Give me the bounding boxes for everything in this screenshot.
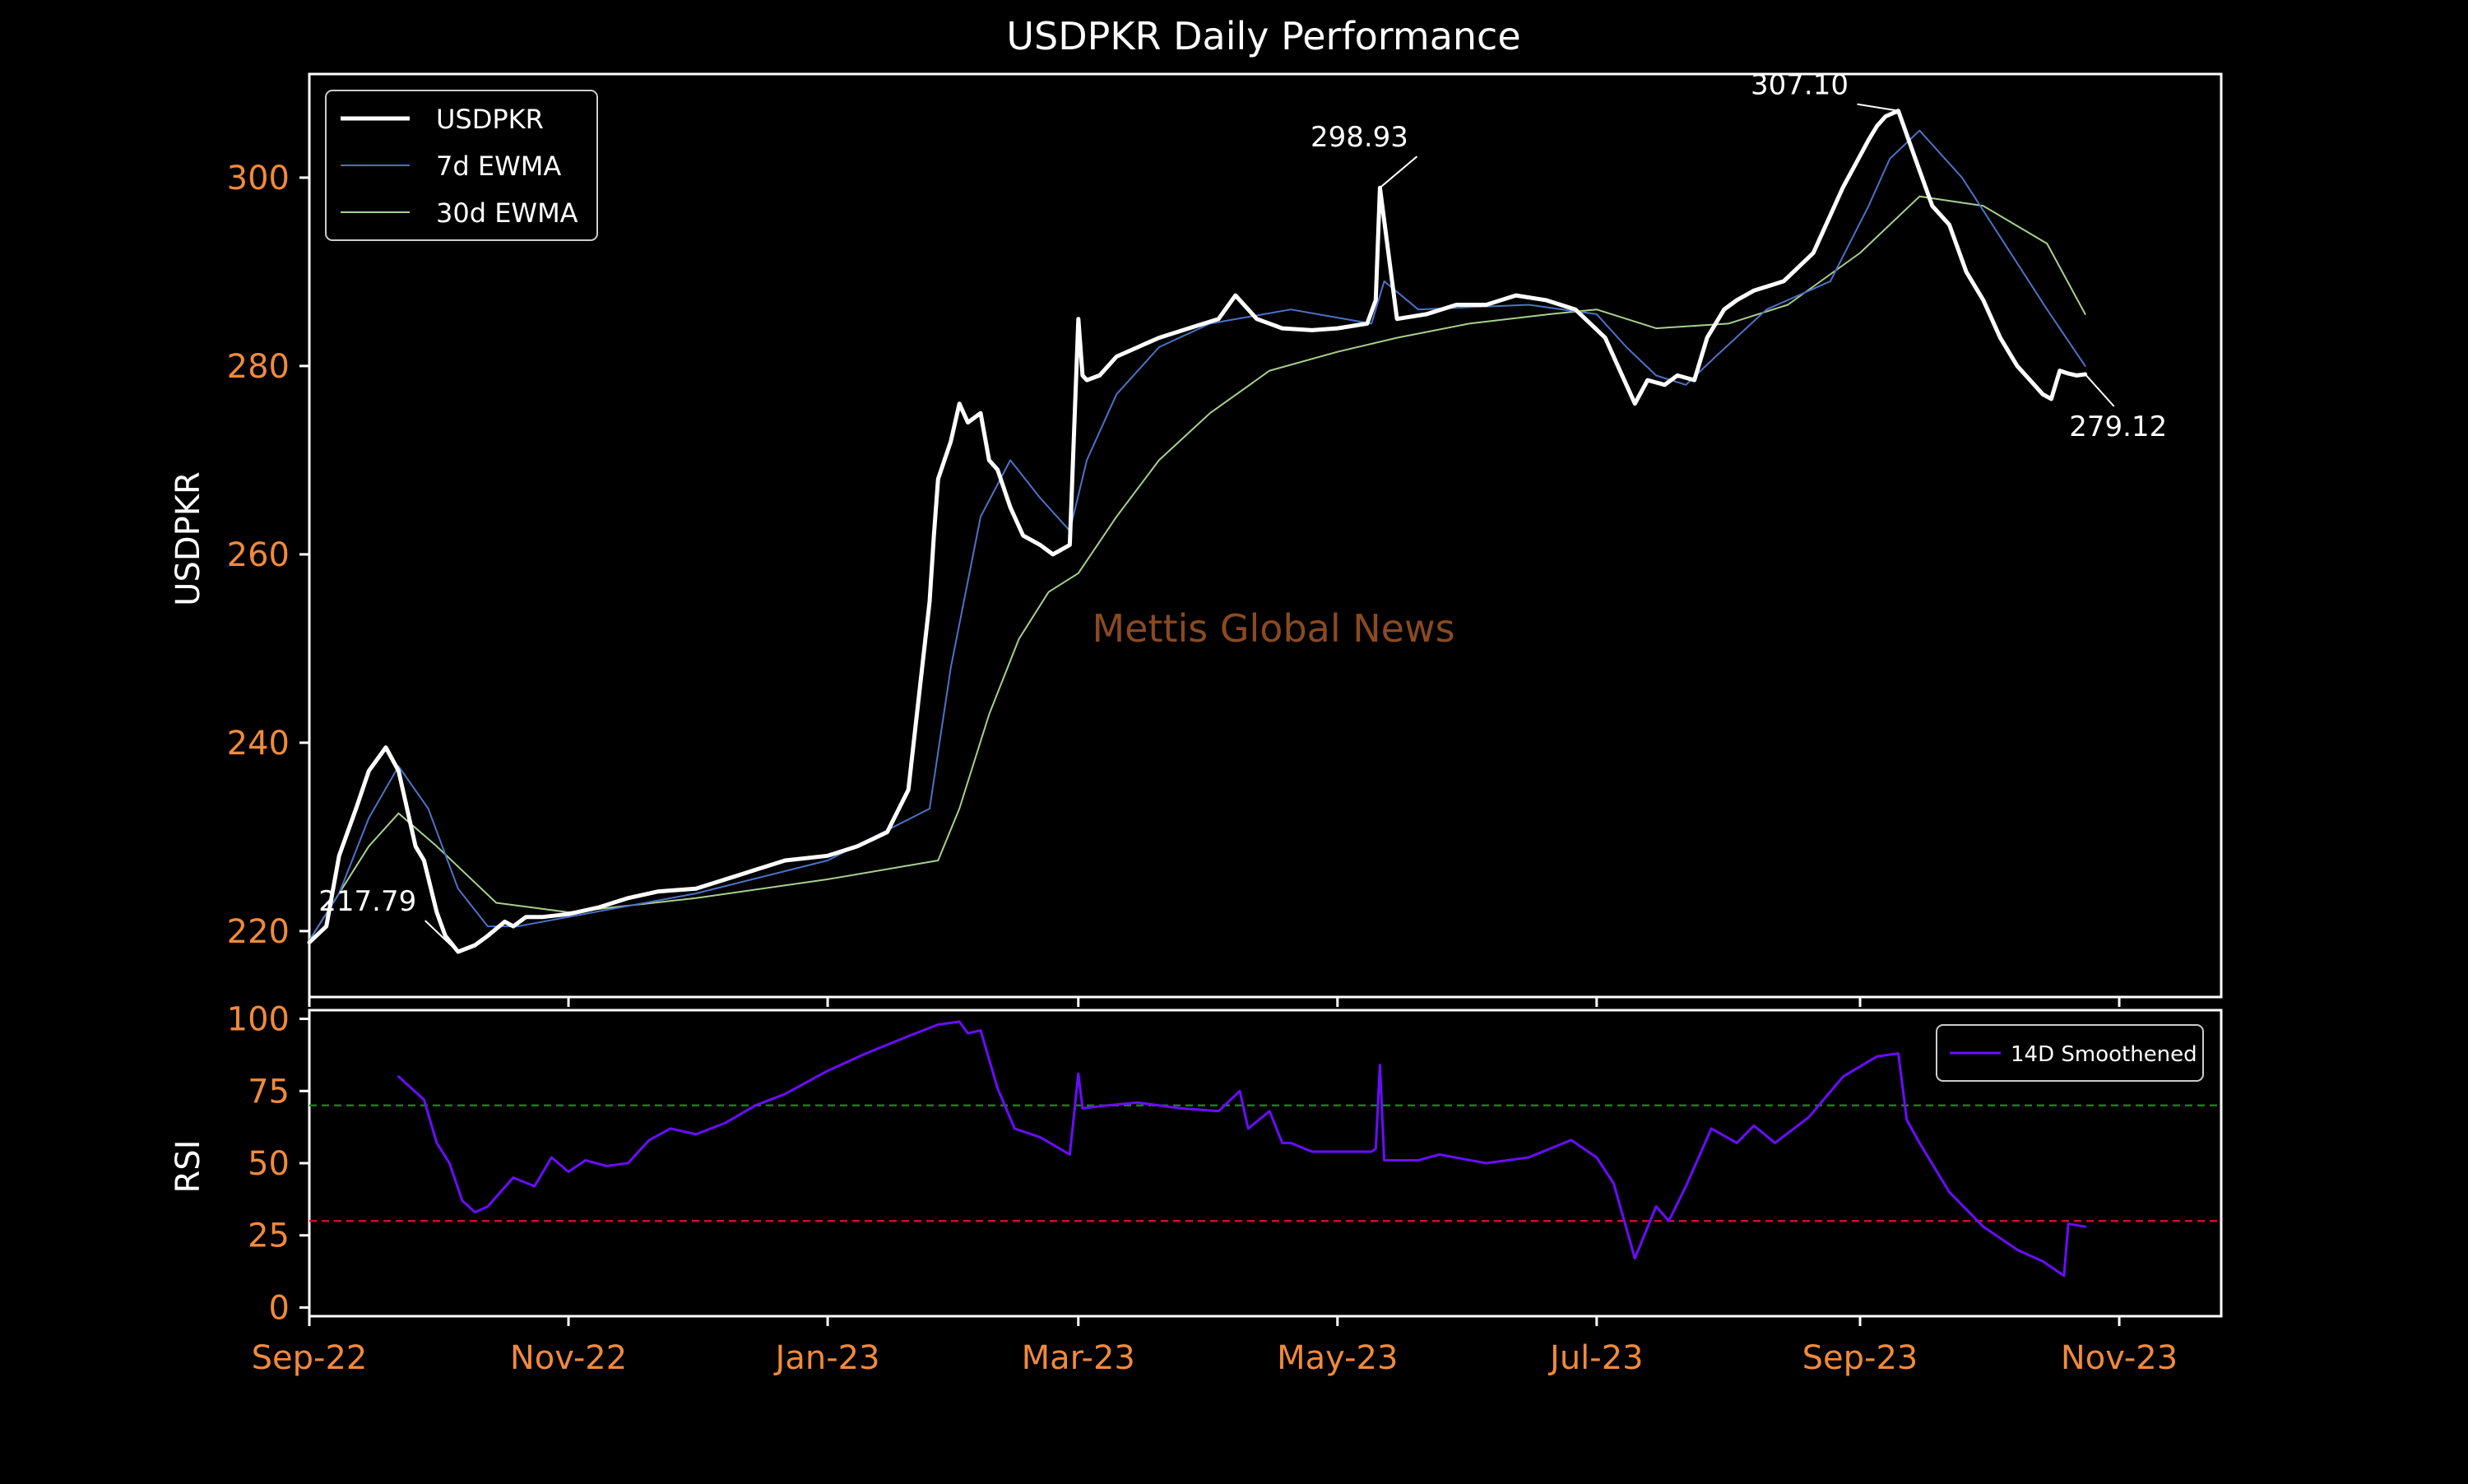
series-line-usdpkr xyxy=(307,109,2088,954)
annotation-label: 298.93 xyxy=(1311,121,1408,154)
price-panel-frame xyxy=(308,72,2223,999)
annotation-label: 307.10 xyxy=(1751,69,1849,102)
x-tick-label: Mar-23 xyxy=(1022,1339,1135,1377)
y-axis-label-rsi: RSI xyxy=(169,1140,207,1194)
x-tick-label: Jul-23 xyxy=(1547,1339,1644,1377)
legend-label-usdpkr: USDPKR xyxy=(436,104,544,135)
y-axis-label-price: USDPKR xyxy=(169,471,207,606)
annotation-label: 217.79 xyxy=(318,885,416,918)
series-line-rsi-14d xyxy=(397,1020,2087,1278)
chart-title: USDPKR Daily Performance xyxy=(1006,14,1520,58)
x-tick-label: Nov-23 xyxy=(2061,1339,2178,1377)
annotation-pointer xyxy=(1379,155,1418,188)
annotation-label: 279.12 xyxy=(2069,410,2167,443)
x-tick-label: Nov-22 xyxy=(510,1339,627,1377)
price-y-tick-label: 280 xyxy=(227,348,290,386)
series-line-7d-ewma xyxy=(308,129,2086,942)
rsi-y-tick-label: 25 xyxy=(248,1217,290,1255)
rsi-y-tick-label: 100 xyxy=(227,1001,290,1039)
rsi-y-tick-label: 75 xyxy=(248,1073,290,1111)
price-legend-box xyxy=(325,90,598,241)
rsi-y-tick-label: 0 xyxy=(269,1289,290,1327)
legend-label-30d-ewma: 30d EWMA xyxy=(436,197,578,229)
annotation-pointer xyxy=(1857,103,1899,112)
rsi-y-tick-label: 50 xyxy=(248,1145,290,1183)
annotation-pointer xyxy=(2084,373,2115,407)
plot-layer: 220 240 260 280 300 0 25 50 75 100 Sep-22 Nov-22 Jan… xyxy=(227,69,2223,1377)
price-y-tick-label: 260 xyxy=(227,536,290,574)
x-tick-label: Jan-23 xyxy=(773,1339,880,1377)
legend-label-7d-ewma: 7d EWMA xyxy=(436,151,561,182)
price-y-tick-label: 300 xyxy=(227,160,290,197)
price-y-tick-label: 220 xyxy=(227,913,290,951)
price-y-tick-label: 240 xyxy=(227,725,290,763)
watermark: Mettis Global News xyxy=(1092,606,1454,651)
rsi-legend-box xyxy=(1936,1024,2204,1082)
x-tick-label: Sep-22 xyxy=(252,1339,368,1377)
x-tick-label: May-23 xyxy=(1277,1339,1398,1377)
legend-label-rsi: 14D Smoothened xyxy=(2011,1042,2197,1067)
annotation-pointer xyxy=(424,920,459,953)
x-tick-label: Sep-23 xyxy=(1802,1339,1918,1377)
